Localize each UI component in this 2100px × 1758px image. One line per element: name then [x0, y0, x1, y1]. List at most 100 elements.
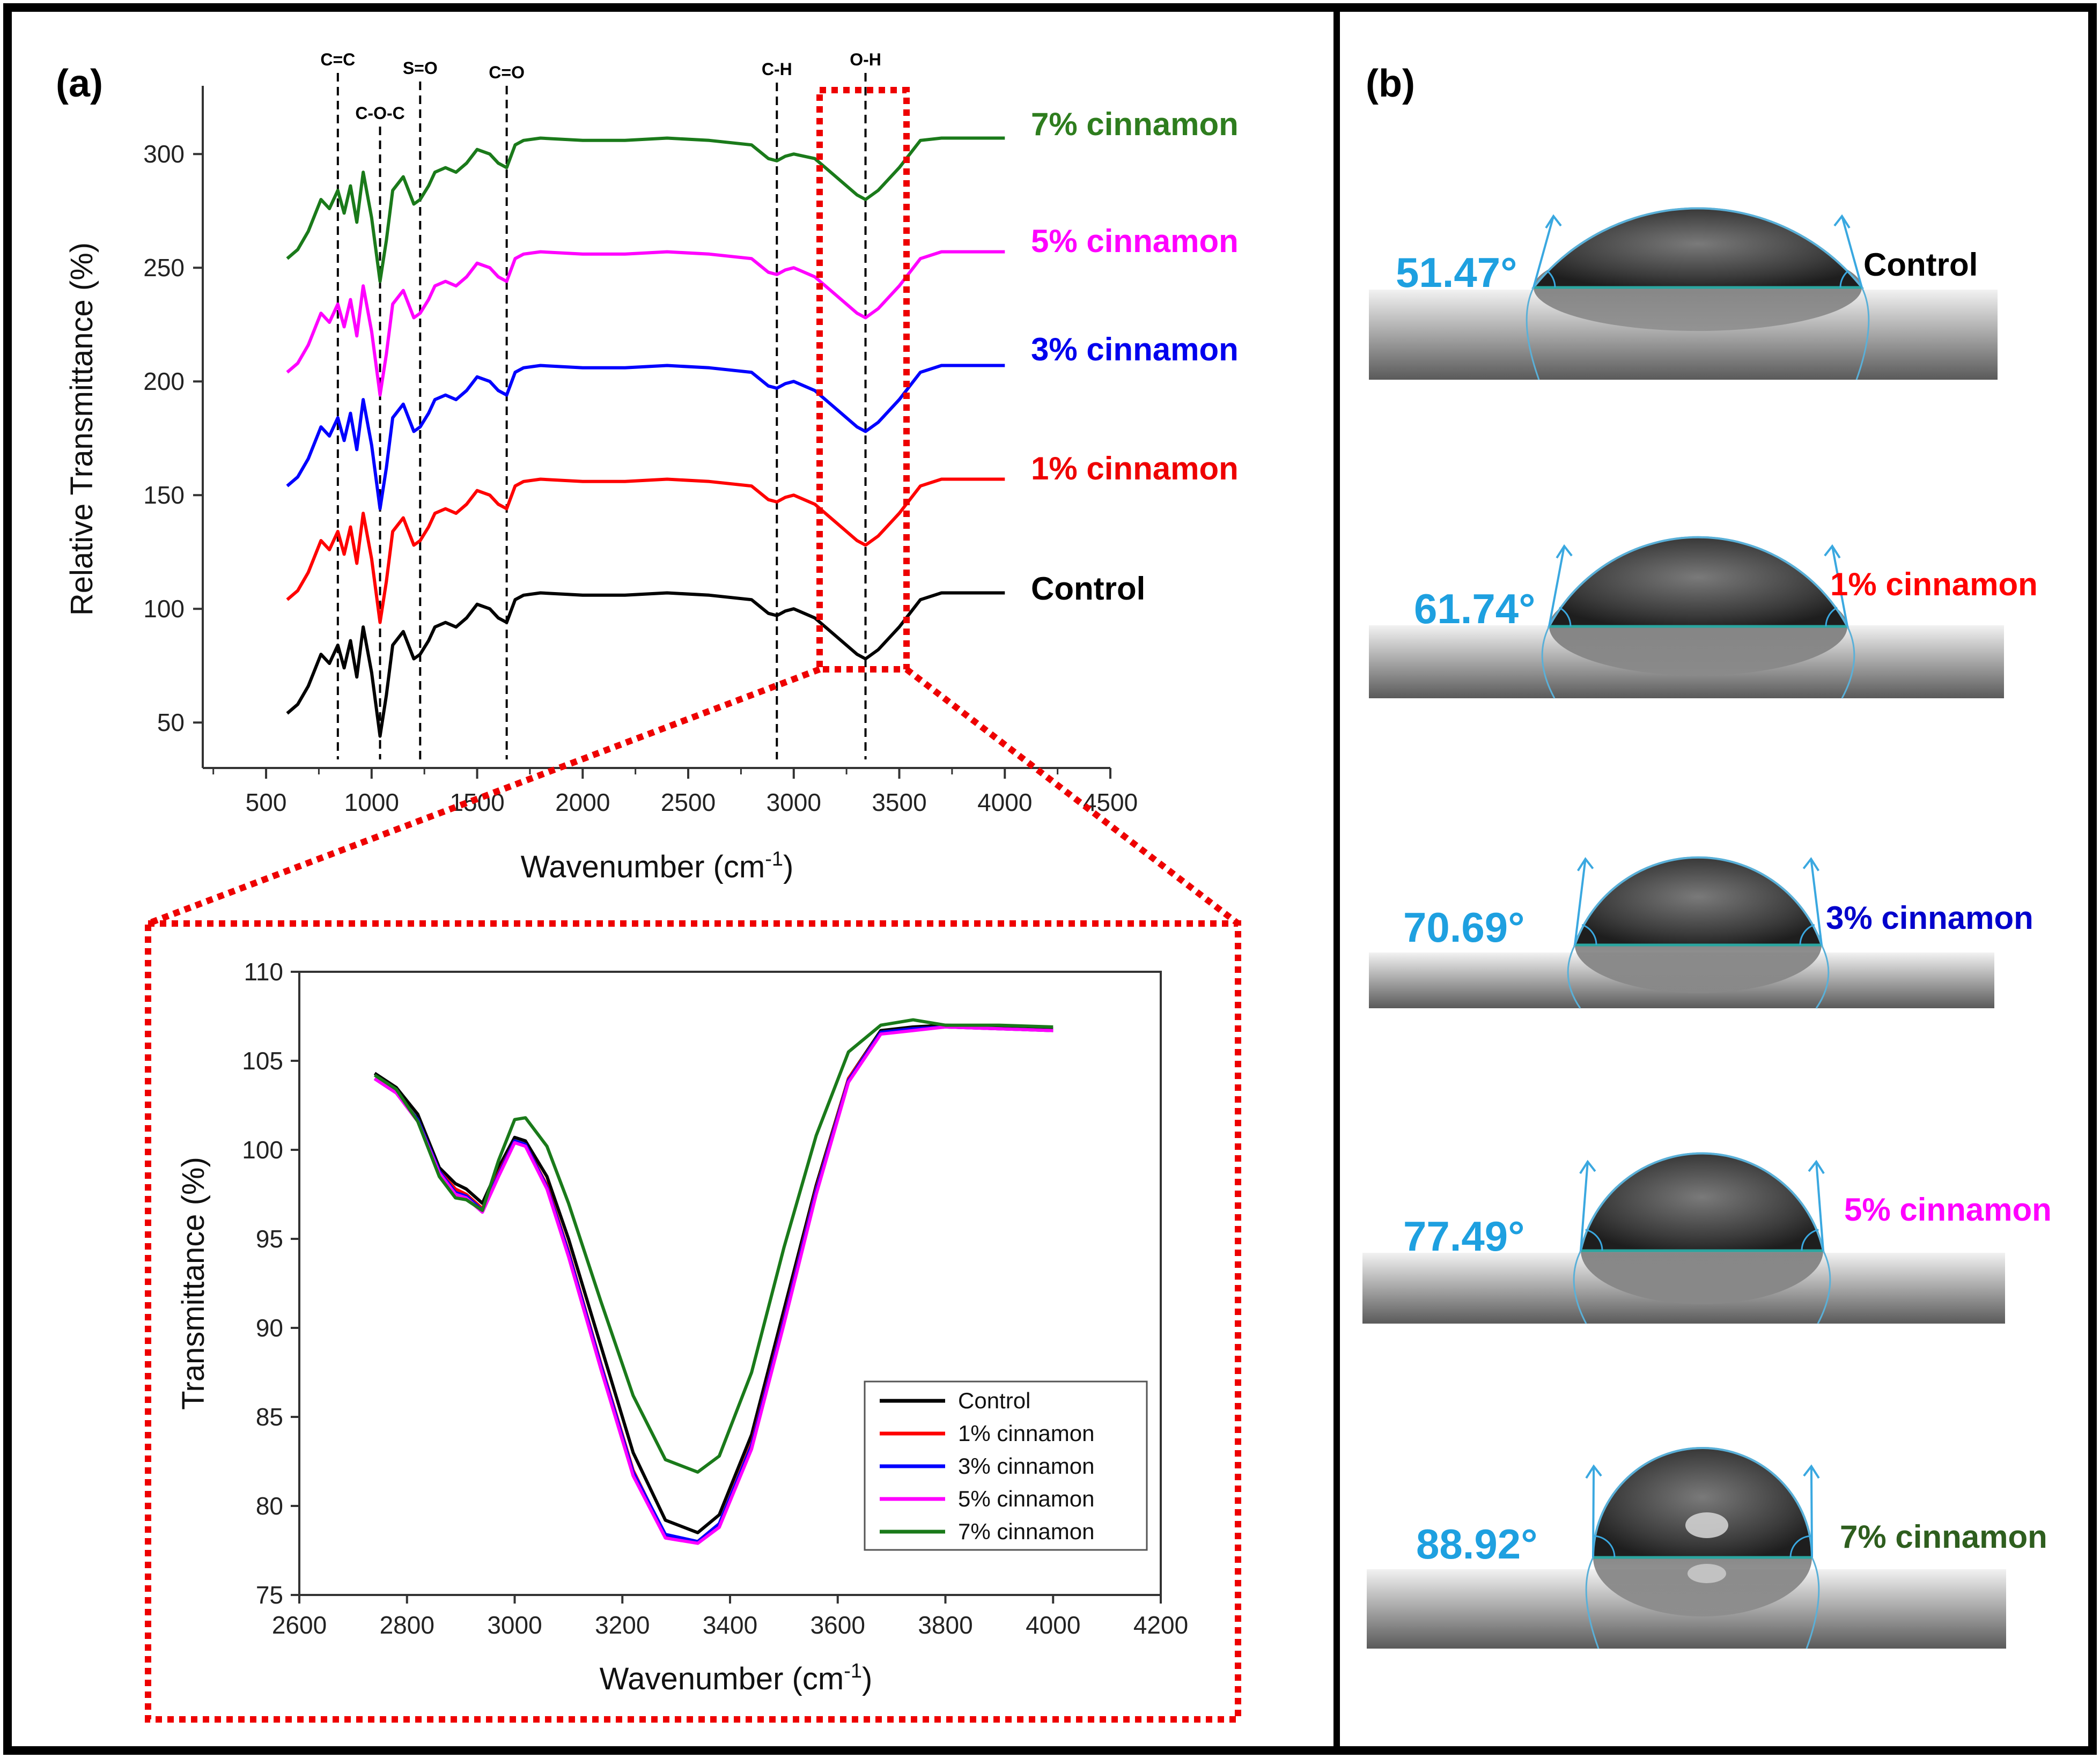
band-label: C-H	[762, 60, 792, 79]
angle-arc-left	[1559, 607, 1572, 627]
main-ytick-label: 250	[143, 254, 185, 282]
angle-arc-right	[1839, 270, 1850, 288]
main-xtick-label: 500	[246, 788, 287, 816]
angle-arc-right	[1789, 1535, 1812, 1558]
inset-x-label: Wavenumber (cm-1)	[600, 1660, 873, 1696]
droplet-cap	[1573, 856, 1823, 946]
inset-ytick-label: 95	[256, 1225, 283, 1253]
band-label: O-H	[850, 50, 881, 69]
inset-xtick-label: 3600	[810, 1611, 865, 1639]
main-curve-control	[286, 591, 1005, 738]
inset-ytick-label: 75	[256, 1581, 283, 1609]
angle-7pct: 88.92°	[1416, 1520, 1537, 1568]
fit-outline-right	[1855, 287, 1870, 380]
main-ytick-label: 100	[143, 595, 185, 623]
droplet-highlight-reflection	[1688, 1564, 1726, 1583]
main-ytick-label: 50	[157, 708, 185, 736]
angle-control: 51.47°	[1396, 249, 1517, 296]
inset-plot: 75 80 85 90 95 100 105 110 2600 2800 3000 3200 3400…	[242, 958, 1188, 1639]
legend-text-1pct: 1% cinnamon	[958, 1421, 1094, 1446]
label-5pct: 5% cinnamon	[1031, 223, 1239, 259]
droplet-highlight	[1685, 1512, 1728, 1538]
droplet-image-7pct	[1367, 1447, 2006, 1649]
legend-text-control: Control	[958, 1388, 1030, 1413]
arrowhead-left	[1576, 857, 1594, 871]
droplet-cap	[1547, 536, 1850, 627]
main-curve-3pct	[286, 364, 1005, 511]
droplet-cap	[1531, 207, 1865, 289]
sample-7pct: 7% cinnamon	[1840, 1519, 2047, 1555]
band-label: C=C	[320, 50, 355, 69]
droplet-image-3pct	[1369, 856, 1994, 1009]
droplet-cap	[1579, 1152, 1825, 1252]
tangent-arrow-left	[1532, 216, 1554, 288]
arrowhead-left	[1585, 1464, 1602, 1479]
fit-outline-left	[1526, 287, 1540, 380]
arrowhead-right	[1808, 1159, 1825, 1175]
inset-ytick-label: 90	[256, 1314, 283, 1342]
tangent-arrow-right	[1815, 1161, 1824, 1251]
legend-text-5pct: 5% cinnamon	[958, 1486, 1094, 1511]
inset-xtick-label: 3400	[703, 1611, 757, 1639]
panel-a-label: (a)	[56, 62, 103, 105]
arrowhead-left	[1556, 544, 1573, 559]
label-1pct: 1% cinnamon	[1031, 450, 1239, 486]
angle-arc-right	[1799, 924, 1815, 946]
fit-outline-right	[1806, 1557, 1820, 1649]
arrowhead-right	[1833, 214, 1851, 229]
inset-xtick-label: 4200	[1133, 1611, 1188, 1639]
inset-ytick-label: 100	[242, 1136, 283, 1164]
tangent-arrow-left	[1548, 545, 1566, 627]
tangent-arrow-left	[1592, 1466, 1595, 1558]
droplet-image-1pct	[1369, 536, 2004, 699]
label-7pct: 7% cinnamon	[1031, 106, 1239, 142]
droplet-image-5pct	[1362, 1152, 2005, 1324]
main-xtick-label: 1000	[344, 788, 399, 816]
fit-outline-right	[1817, 1250, 1831, 1324]
tangent-arrow-right	[1810, 1466, 1813, 1558]
fit-outline-left	[1567, 944, 1581, 1009]
angle-arc-left	[1581, 924, 1597, 946]
angle-arc-left	[1585, 1229, 1603, 1251]
arrowhead-left	[1579, 1159, 1596, 1175]
main-xtick-label: 4000	[977, 788, 1032, 816]
droplet-cap	[1591, 1447, 1814, 1558]
main-ytick-label: 150	[143, 481, 185, 509]
inset-ytick-label: 80	[256, 1492, 283, 1520]
angle-arc-right	[1801, 1229, 1819, 1251]
inset-xtick-label: 4000	[1026, 1611, 1080, 1639]
main-ytick-label: 200	[143, 367, 185, 395]
fit-outline-right	[1841, 626, 1855, 699]
angle-3pct: 70.69°	[1403, 904, 1524, 951]
tangent-arrow-right	[1841, 216, 1863, 288]
fit-outline-left	[1573, 1250, 1587, 1324]
inset-xtick-label: 3800	[918, 1611, 972, 1639]
angle-arc-right	[1825, 607, 1838, 627]
inset-ytick-label: 105	[242, 1047, 283, 1075]
angle-5pct: 77.49°	[1403, 1213, 1524, 1260]
main-xtick-label: 4500	[1083, 788, 1138, 816]
arrowhead-right	[1824, 544, 1841, 559]
fit-outline-left	[1585, 1557, 1600, 1649]
inset-ytick-label: 85	[256, 1403, 283, 1431]
tangent-arrow-right	[1831, 545, 1848, 627]
legend-text-7pct: 7% cinnamon	[958, 1519, 1094, 1544]
inset-curve-7pct	[373, 1018, 1053, 1474]
inset-ytick-label: 110	[244, 958, 283, 986]
label-control: Control	[1031, 571, 1145, 607]
main-y-label: Relative Transmittance (%)	[64, 242, 99, 616]
panel-b-label: (b)	[1366, 62, 1415, 105]
zoom-line-right	[904, 667, 1240, 926]
arrowhead-right	[1802, 857, 1820, 871]
angle-1pct: 61.74°	[1414, 585, 1535, 632]
inset-xtick-label: 2800	[380, 1611, 434, 1639]
main-x-label: Wavenumber (cm-1)	[521, 848, 794, 884]
main-xtick-label: 2500	[661, 788, 716, 816]
arrowhead-left	[1545, 214, 1562, 229]
sample-1pct: 1% cinnamon	[1830, 566, 2038, 602]
tangent-arrow-right	[1810, 859, 1823, 946]
main-xtick-label: 3000	[767, 788, 821, 816]
band-label: C=O	[489, 63, 525, 82]
